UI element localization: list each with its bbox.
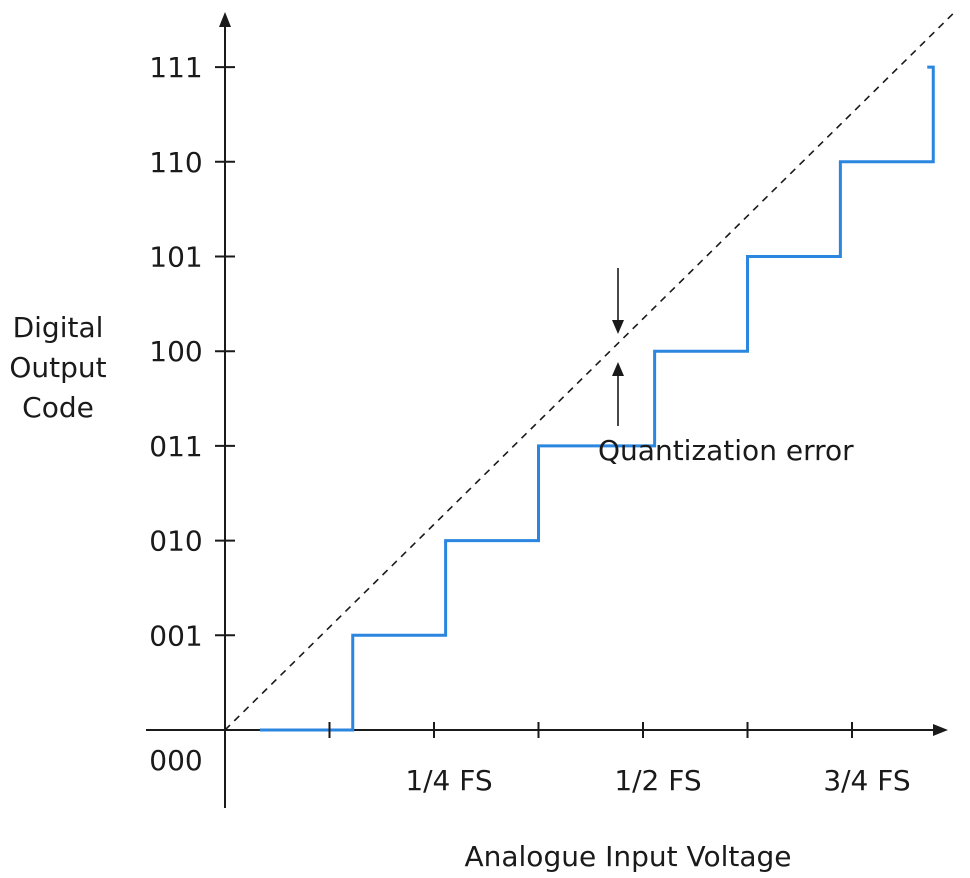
error-arrow-up-icon (612, 362, 624, 376)
y-axis-title-line-3: Code (22, 391, 94, 424)
y-tick-label: 101 (149, 241, 202, 274)
y-tick-label: 010 (149, 525, 202, 558)
quantized-transfer-staircase (259, 65, 935, 732)
staircase-path (259, 65, 935, 732)
y-tick-label: 100 (149, 335, 202, 368)
ideal-transfer-line (224, 9, 958, 731)
y-axis-arrow-icon (219, 12, 231, 27)
quantization-error-label: Quantization error (598, 434, 854, 467)
error-arrow-down-icon (612, 320, 624, 334)
y-axis-ticks: 000 001 010 011 100 101 110 111 (149, 51, 235, 777)
quantization-error-marker (612, 268, 624, 426)
y-tick-label: 110 (149, 146, 202, 179)
y-tick-label: 111 (149, 51, 202, 84)
x-axis-title: Analogue Input Voltage (464, 840, 791, 873)
y-axis-title-line-1: Digital (13, 311, 104, 344)
x-tick-label: 1/2 FS (614, 764, 701, 797)
x-axis-ticks: 1/4 FS 1/2 FS 3/4 FS (328, 722, 911, 797)
x-tick-label: 1/4 FS (405, 764, 492, 797)
x-tick-label: 3/4 FS (823, 764, 910, 797)
y-tick-label: 001 (149, 619, 202, 652)
y-tick-label: 000 (149, 744, 202, 777)
ideal-line-path (224, 9, 958, 731)
x-axis-arrow-icon (933, 724, 948, 736)
y-axis-title-line-2: Output (9, 351, 106, 384)
y-tick-label: 011 (149, 430, 202, 463)
